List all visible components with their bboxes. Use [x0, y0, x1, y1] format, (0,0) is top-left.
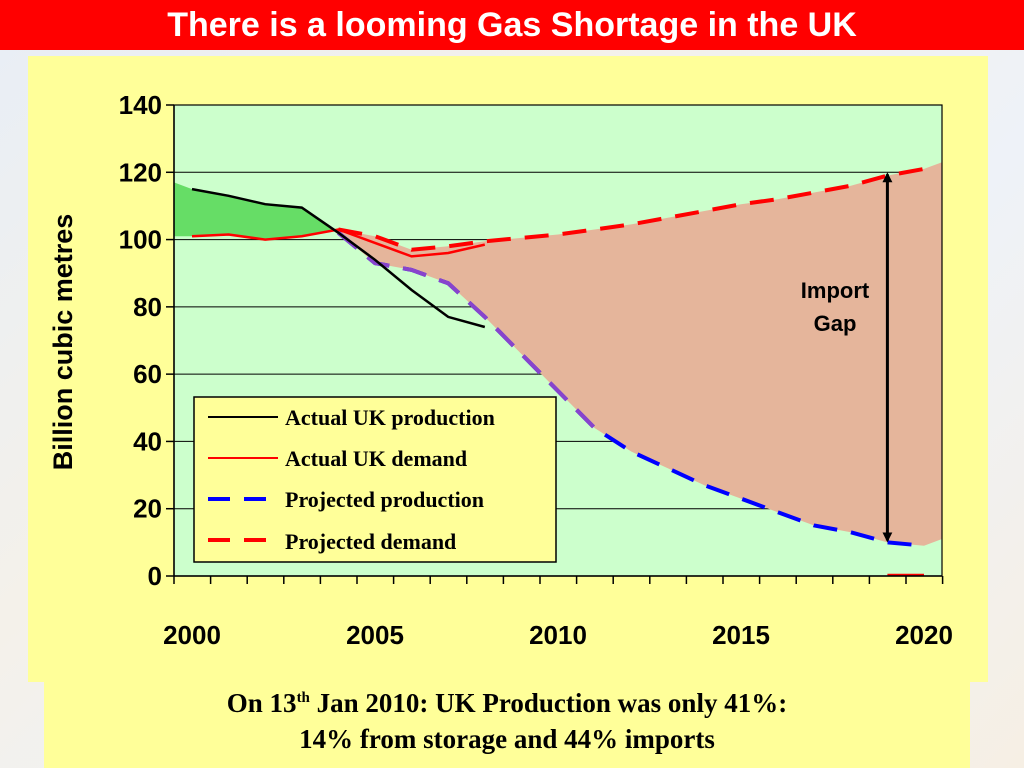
y-tick-label: 100 [119, 225, 162, 255]
import-gap-label-line1: Import [801, 278, 870, 303]
import-gap-area [338, 162, 942, 546]
y-axis-label: Billion cubic metres [48, 214, 78, 471]
x-tick-label: 2015 [712, 620, 770, 650]
x-tick-label: 2020 [895, 620, 953, 650]
y-tick-label: 0 [148, 561, 162, 591]
caption-line-2: 14% from storage and 44% imports [299, 724, 715, 754]
series-projected-demand [338, 166, 925, 252]
y-tick-label: 140 [119, 90, 162, 120]
x-tick-label: 2010 [529, 620, 587, 650]
y-tick-label: 120 [119, 157, 162, 187]
chart-panel: 0 20 40 60 80 100 120 140 2000 2005 2010 2015 2020 B… [28, 56, 988, 682]
ticks [166, 104, 944, 584]
x-tick-label: 2000 [163, 620, 221, 650]
caption-line-1: On 13th Jan 2010: UK Production was only… [44, 680, 970, 721]
x-tick-label: 2005 [346, 620, 404, 650]
production-surplus-area [174, 182, 339, 240]
caption: On 13th Jan 2010: UK Production was only… [44, 672, 970, 768]
series-actual-demand [191, 228, 486, 258]
slide-title: There is a looming Gas Shortage in the U… [0, 0, 1024, 50]
y-tick-label: 60 [133, 359, 162, 389]
series-layer [191, 166, 925, 577]
legend-box [193, 396, 557, 563]
y-tick-label: 40 [133, 426, 162, 456]
import-gap-label-line2: Gap [814, 311, 857, 336]
legend-label-actual-production: Actual UK production [285, 405, 495, 430]
caption-line-1-end: Jan 2010: UK Production was only 41%: [309, 688, 788, 718]
legend-label-actual-demand: Actual UK demand [285, 446, 467, 471]
series-projected-production [337, 231, 925, 548]
chart: 0 20 40 60 80 100 120 140 2000 2005 2010 2015 2020 B… [48, 90, 953, 650]
y-tick-label: 80 [133, 292, 162, 322]
legend-label-projected-demand: Projected demand [285, 529, 456, 554]
series-actual-production [191, 187, 486, 329]
tick-labels: 0 20 40 60 80 100 120 140 2000 2005 2010 2015 2020 [119, 90, 953, 650]
legend: Actual UK production Actual UK demand Pr… [193, 396, 557, 563]
legend-label-projected-production: Projected production [285, 487, 484, 512]
caption-superscript: th [296, 690, 310, 706]
y-tick-label: 20 [133, 494, 162, 524]
caption-line-1-start: On 13 [226, 688, 297, 718]
